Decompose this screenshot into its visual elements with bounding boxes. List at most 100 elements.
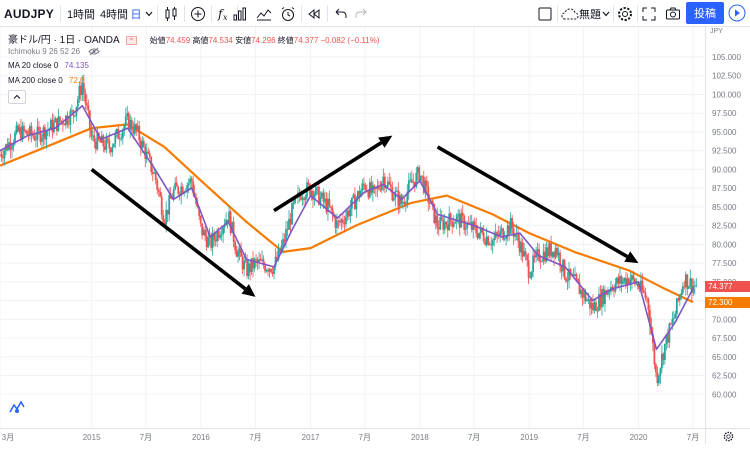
- candle-body: [662, 353, 665, 361]
- candle-body: [575, 274, 578, 279]
- candle-body: [689, 278, 692, 287]
- alert-icon[interactable]: [277, 0, 299, 27]
- candle-body: [539, 260, 542, 262]
- interval-1h-button[interactable]: 1時間: [66, 8, 96, 21]
- candle-body: [255, 259, 257, 260]
- candle-body: [671, 319, 674, 325]
- candle-body: [0, 154, 1, 156]
- candle-body: [431, 200, 434, 204]
- candle-body: [527, 260, 530, 278]
- candle-body: [312, 190, 314, 200]
- tradingview-logo[interactable]: [8, 400, 26, 414]
- candle-body: [433, 203, 436, 223]
- templates-icon[interactable]: [253, 0, 275, 27]
- candle-body: [225, 219, 228, 226]
- candle-body: [681, 286, 684, 294]
- series-title[interactable]: 豪ドル/円 · 1日 · OANDA: [8, 35, 120, 46]
- replay-icon[interactable]: [303, 0, 325, 27]
- price-axis[interactable]: 60.00062.50065.00067.50070.00072.50075.0…: [705, 27, 750, 430]
- layout-icon[interactable]: [534, 0, 556, 27]
- candle-body: [268, 268, 271, 272]
- candle-body: [237, 252, 239, 257]
- time-axis[interactable]: 3月 2015 7月 2016 7月 2017 7月 2018 7月 2019 7月 2020 7月: [0, 428, 705, 444]
- candle-body: [530, 271, 533, 278]
- candle-body: [42, 127, 45, 138]
- trend-arrow: [436, 145, 639, 264]
- ichimoku-legend[interactable]: Ichimoku 9 26 52 26: [8, 47, 100, 56]
- candle-body: [18, 127, 21, 132]
- settings-icon[interactable]: [614, 0, 636, 27]
- toolbar-divider: [157, 5, 158, 22]
- candle-body: [175, 182, 178, 187]
- close-value: 74.377: [293, 36, 319, 45]
- candle-body: [355, 198, 358, 210]
- candle-body: [601, 289, 603, 308]
- candle-body: [64, 115, 67, 126]
- interval-4h-button[interactable]: 4時間: [99, 8, 129, 21]
- candle-body: [66, 115, 69, 124]
- candle-body: [523, 251, 526, 257]
- candle-body: [550, 243, 552, 257]
- trend-arrow: [90, 167, 256, 297]
- candle-body: [484, 240, 487, 245]
- candle-body: [78, 85, 81, 100]
- fullscreen-icon[interactable]: [638, 0, 660, 27]
- price-chart[interactable]: [0, 27, 705, 428]
- candle-body: [496, 232, 499, 235]
- candle-body: [469, 222, 472, 224]
- chevron-up-icon: [13, 94, 21, 99]
- interval-1d-button[interactable]: 日: [130, 8, 142, 21]
- symbol-search[interactable]: AUDJPY: [4, 6, 54, 21]
- candle-body: [584, 291, 587, 302]
- candle-body: [404, 203, 407, 204]
- bar-chart-icon[interactable]: [229, 0, 251, 27]
- chevron-down-icon[interactable]: [601, 0, 611, 27]
- candle-body: [14, 132, 16, 144]
- save-layout-label[interactable]: 無題: [579, 8, 601, 21]
- candle-body: [41, 137, 43, 142]
- candle-body: [234, 241, 236, 250]
- ma20-legend[interactable]: MA 20 close 0 74.135: [8, 61, 89, 70]
- candle-body: [56, 118, 58, 131]
- y-tick-label: 70.000: [712, 315, 737, 324]
- candle-body: [264, 265, 266, 272]
- candle-body: [70, 110, 73, 112]
- publish-button[interactable]: 投稿: [686, 2, 724, 24]
- candle-body: [427, 186, 430, 203]
- candle-body: [654, 364, 657, 373]
- candle-body: [631, 275, 633, 281]
- cloud-save-icon[interactable]: [561, 0, 579, 27]
- candle-body: [84, 93, 87, 103]
- candle-body: [482, 232, 485, 241]
- candle-body: [520, 242, 523, 253]
- play-button[interactable]: [726, 2, 748, 24]
- ma200-legend[interactable]: MA 200 close 0 72.3: [8, 76, 85, 85]
- undo-icon[interactable]: [329, 0, 351, 27]
- candle-body: [133, 124, 136, 134]
- candle-body: [231, 221, 234, 234]
- candle-body: [536, 249, 539, 252]
- candle-body: [434, 215, 437, 223]
- candle-body: [640, 280, 642, 289]
- compare-add-icon[interactable]: [187, 0, 209, 27]
- candle-body: [142, 140, 145, 147]
- candle-body: [634, 278, 636, 285]
- candle-body: [358, 191, 361, 198]
- chart-style-icon[interactable]: [160, 0, 182, 27]
- candle-body: [292, 202, 295, 204]
- candle-body: [126, 113, 129, 117]
- redo-icon[interactable]: [351, 0, 373, 27]
- ma200-label: MA 200 close 0: [8, 76, 63, 85]
- camera-icon[interactable]: [662, 0, 684, 27]
- axis-settings-button[interactable]: [705, 428, 750, 444]
- collapse-legend-button[interactable]: [8, 90, 26, 104]
- candle-body: [135, 124, 138, 130]
- candle-body: [180, 186, 183, 196]
- candle-body: [680, 293, 683, 296]
- toolbar-divider: [301, 5, 302, 22]
- candle-body: [162, 215, 165, 222]
- eye-hidden-icon[interactable]: [88, 47, 100, 56]
- chevron-down-icon[interactable]: [143, 0, 155, 27]
- candle-body: [35, 139, 37, 141]
